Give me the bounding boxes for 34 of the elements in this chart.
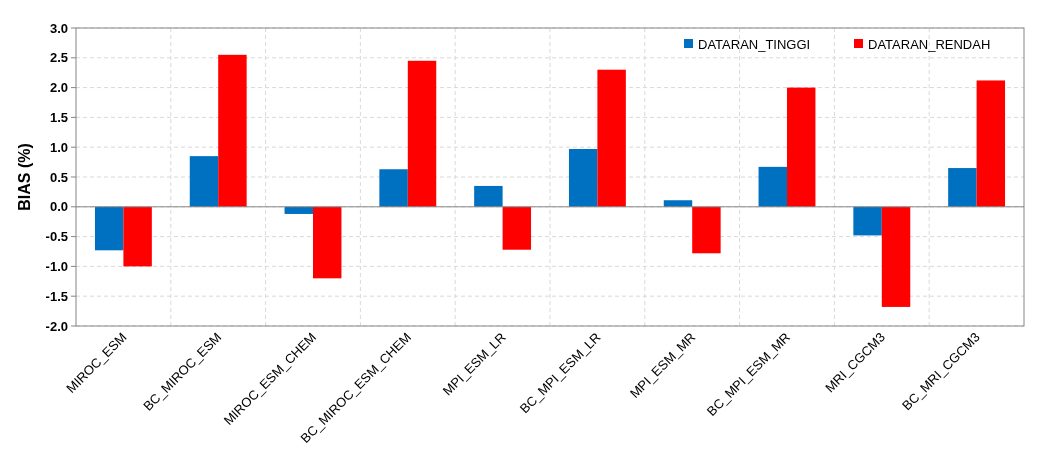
- bar: [976, 80, 1006, 207]
- bar: [787, 87, 816, 207]
- bar: [474, 185, 503, 207]
- bar: [379, 169, 408, 207]
- bar: [407, 60, 437, 207]
- bar: [597, 69, 626, 207]
- y-tick-label: 2.5: [49, 50, 68, 66]
- bar: [313, 206, 342, 279]
- bar: [189, 156, 219, 207]
- bar: [94, 206, 124, 251]
- legend-label: DATARAN_RENDAH: [868, 36, 991, 52]
- y-tick-label: -2.0: [45, 318, 68, 334]
- bar: [853, 206, 882, 236]
- bar: [663, 200, 693, 207]
- y-tick-label: -1.5: [45, 288, 68, 304]
- y-tick-label: -0.5: [45, 229, 68, 245]
- y-tick-label: 0.0: [49, 199, 68, 215]
- bar: [948, 168, 977, 207]
- bar: [881, 206, 911, 307]
- bar: [284, 206, 313, 214]
- legend-label: DATARAN_TINGGI: [698, 36, 811, 52]
- bar: [568, 148, 598, 207]
- bar: [758, 166, 787, 207]
- y-axis-title: BIAS (%): [16, 143, 33, 211]
- y-tick-label: 3.0: [49, 20, 68, 36]
- y-tick-label: 2.0: [49, 80, 68, 96]
- bar: [502, 206, 532, 250]
- y-tick-label: 0.5: [49, 169, 68, 185]
- y-tick-label: -1.0: [45, 258, 68, 274]
- y-tick-label: 1.0: [49, 139, 68, 155]
- y-tick-label: 1.5: [49, 109, 68, 125]
- bar: [218, 54, 247, 207]
- bar: [692, 206, 721, 254]
- bar: [123, 206, 152, 267]
